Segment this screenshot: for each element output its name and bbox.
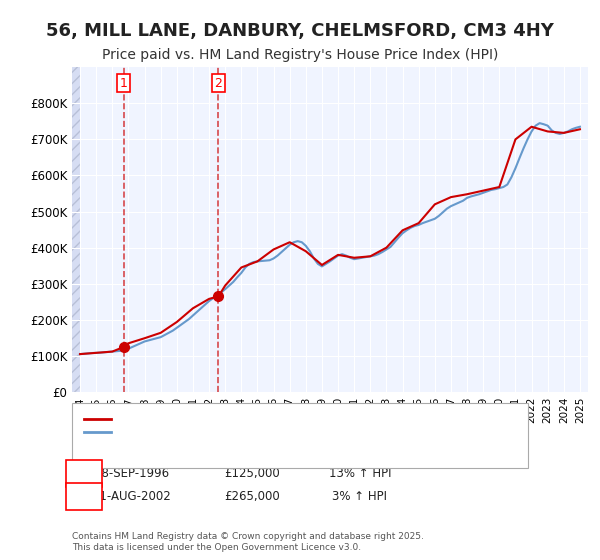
- Bar: [72, 67, 80, 392]
- Text: 2: 2: [80, 489, 88, 503]
- Text: 18-SEP-1996: 18-SEP-1996: [94, 467, 170, 480]
- Text: 13% ↑ HPI: 13% ↑ HPI: [329, 467, 391, 480]
- Text: 2: 2: [214, 77, 223, 90]
- Text: £125,000: £125,000: [224, 467, 280, 480]
- Text: 56, MILL LANE, DANBURY, CHELMSFORD, CM3 4HY (detached house): 56, MILL LANE, DANBURY, CHELMSFORD, CM3 …: [117, 414, 475, 424]
- Text: 01-AUG-2002: 01-AUG-2002: [92, 489, 172, 503]
- Text: Contains HM Land Registry data © Crown copyright and database right 2025.
This d: Contains HM Land Registry data © Crown c…: [72, 532, 424, 552]
- Text: 1: 1: [120, 77, 128, 90]
- Text: 1: 1: [80, 467, 88, 480]
- Text: £265,000: £265,000: [224, 489, 280, 503]
- Text: 3% ↑ HPI: 3% ↑ HPI: [332, 489, 388, 503]
- Bar: [72, 67, 80, 392]
- Text: Price paid vs. HM Land Registry's House Price Index (HPI): Price paid vs. HM Land Registry's House …: [102, 48, 498, 62]
- Text: HPI: Average price, detached house, Chelmsford: HPI: Average price, detached house, Chel…: [117, 427, 370, 437]
- Text: 56, MILL LANE, DANBURY, CHELMSFORD, CM3 4HY: 56, MILL LANE, DANBURY, CHELMSFORD, CM3 …: [46, 22, 554, 40]
